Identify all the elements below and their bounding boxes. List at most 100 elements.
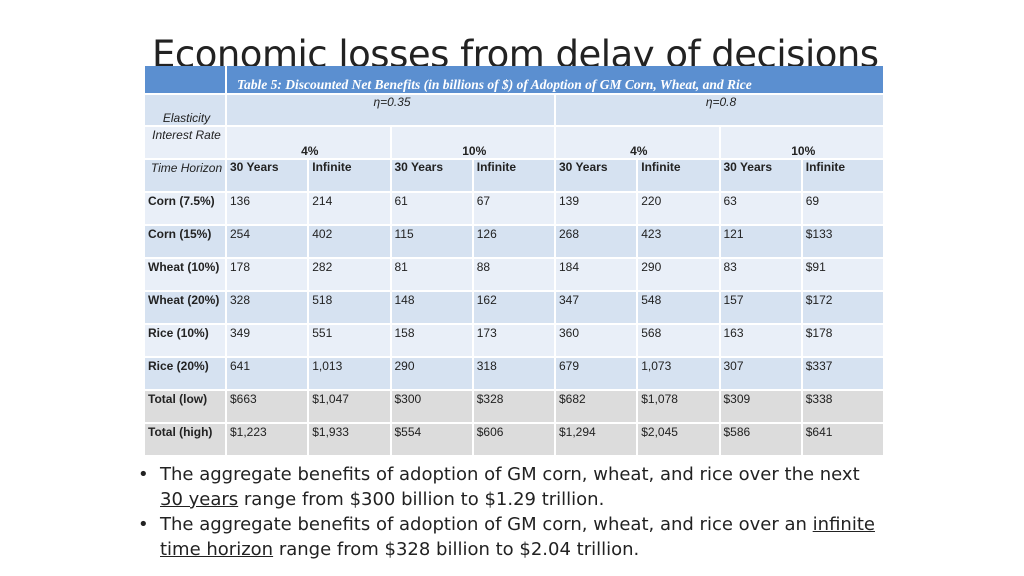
bullet-underlined-text: infinite time horizon: [160, 514, 875, 560]
table-row: Total (high) $1,223 $1,933 $554 $606 $1,294 $2…: [145, 424, 883, 455]
table-cell: 162: [473, 292, 554, 323]
table-cell: 69: [802, 193, 883, 224]
table-row: Corn (7.5%) 136 214 61 67 139 220 63 69: [145, 193, 883, 224]
table-cell: 214: [309, 193, 390, 224]
interest-row: Interest Rate 4% 10% 4% 10%: [145, 127, 883, 158]
table-row: Wheat (20%) 328 518 148 162 347 548 157 $172: [145, 292, 883, 323]
table-cell: 61: [391, 193, 472, 224]
table-cell: $1,294: [556, 424, 637, 455]
table-cell: 548: [638, 292, 719, 323]
table-cell: 1,073: [638, 358, 719, 389]
table-cell: $337: [802, 358, 883, 389]
table-cell: $1,933: [309, 424, 390, 455]
horizon-label: Time Horizon: [145, 160, 225, 191]
horizon-value: Infinite: [309, 160, 390, 191]
table-cell: 173: [473, 325, 554, 356]
table-cell: $172: [802, 292, 883, 323]
table-cell: 268: [556, 226, 637, 257]
bullet-text: range from $300 billion to $1.29 trillio…: [238, 489, 605, 510]
bullet-dot-icon: •: [138, 514, 149, 535]
row-label: Wheat (10%): [145, 259, 225, 290]
table-cell: 63: [720, 193, 801, 224]
interest-value: 10%: [720, 127, 883, 158]
bullet-item: • The aggregate benefits of adoption of …: [130, 512, 880, 562]
table-cell: 402: [309, 226, 390, 257]
row-label: Total (high): [145, 424, 225, 455]
table-cell: $606: [473, 424, 554, 455]
horizon-value: Infinite: [802, 160, 883, 191]
table-cell: 568: [638, 325, 719, 356]
table-cell: $309: [720, 391, 801, 422]
table-cell: 1,013: [309, 358, 390, 389]
table-cell: $1,223: [227, 424, 308, 455]
horizon-value: Infinite: [473, 160, 554, 191]
table-cell: $2,045: [638, 424, 719, 455]
table-cell: 349: [227, 325, 308, 356]
table-cell: 158: [391, 325, 472, 356]
horizon-row: Time Horizon 30 Years Infinite 30 Years Inf…: [145, 160, 883, 191]
table-cell: 136: [227, 193, 308, 224]
table-cell: $663: [227, 391, 308, 422]
table-cell: $641: [802, 424, 883, 455]
table-cell: 157: [720, 292, 801, 323]
interest-value: 4%: [227, 127, 390, 158]
table-cell: 220: [638, 193, 719, 224]
elasticity-row: Elasticity η=0.35 η=0.8: [145, 95, 883, 125]
horizon-value: 30 Years: [391, 160, 472, 191]
caption-blank-cell: [145, 66, 225, 93]
net-benefits-table: Table 5: Discounted Net Benefits (in bil…: [143, 64, 885, 457]
table-cell: 178: [227, 259, 308, 290]
table-cell: 551: [309, 325, 390, 356]
table-cell: 126: [473, 226, 554, 257]
interest-value: 4%: [556, 127, 719, 158]
table-cell: 307: [720, 358, 801, 389]
table-cell: 254: [227, 226, 308, 257]
horizon-value: 30 Years: [227, 160, 308, 191]
table-cell: $133: [802, 226, 883, 257]
table-cell: 184: [556, 259, 637, 290]
horizon-value: 30 Years: [556, 160, 637, 191]
row-label: Corn (15%): [145, 226, 225, 257]
table-cell: 81: [391, 259, 472, 290]
interest-label: Interest Rate: [145, 127, 225, 158]
table-row: Total (low) $663 $1,047 $300 $328 $682 $1,078 $…: [145, 391, 883, 422]
table-cell: 318: [473, 358, 554, 389]
table-cell: 148: [391, 292, 472, 323]
bullet-list: • The aggregate benefits of adoption of …: [130, 462, 880, 562]
table-cell: 423: [638, 226, 719, 257]
table-row: Corn (15%) 254 402 115 126 268 423 121 $133: [145, 226, 883, 257]
table-cell: $178: [802, 325, 883, 356]
bullet-text: range from $328 billion to $2.04 trillio…: [273, 539, 640, 560]
table-cell: 115: [391, 226, 472, 257]
table-cell: 282: [309, 259, 390, 290]
table-cell: $1,047: [309, 391, 390, 422]
table-cell: 67: [473, 193, 554, 224]
table-cell: 328: [227, 292, 308, 323]
table-cell: 139: [556, 193, 637, 224]
table-cell: $554: [391, 424, 472, 455]
table-cell: $1,078: [638, 391, 719, 422]
elasticity-value: η=0.35: [227, 95, 554, 125]
table-row: Wheat (10%) 178 282 81 88 184 290 83 $91: [145, 259, 883, 290]
table-cell: $91: [802, 259, 883, 290]
row-label: Rice (10%): [145, 325, 225, 356]
table-caption-row: Table 5: Discounted Net Benefits (in bil…: [145, 66, 883, 93]
bullet-dot-icon: •: [138, 464, 149, 485]
data-rows: Corn (7.5%) 136 214 61 67 139 220 63 69 Corn (15%…: [145, 193, 883, 455]
bullet-text: The aggregate benefits of adoption of GM…: [160, 464, 860, 485]
horizon-value: Infinite: [638, 160, 719, 191]
table-cell: $300: [391, 391, 472, 422]
elasticity-value: η=0.8: [556, 95, 883, 125]
elasticity-label: Elasticity: [145, 95, 225, 125]
table-cell: 290: [391, 358, 472, 389]
table-cell: 121: [720, 226, 801, 257]
bullet-item: • The aggregate benefits of adoption of …: [130, 462, 880, 512]
bullet-underlined-text: 30 years: [160, 489, 239, 510]
row-label: Corn (7.5%): [145, 193, 225, 224]
table-cell: $338: [802, 391, 883, 422]
table-cell: 518: [309, 292, 390, 323]
table-cell: $682: [556, 391, 637, 422]
table-row: Rice (10%) 349 551 158 173 360 568 163 $178: [145, 325, 883, 356]
horizon-value: 30 Years: [720, 160, 801, 191]
table-cell: $586: [720, 424, 801, 455]
